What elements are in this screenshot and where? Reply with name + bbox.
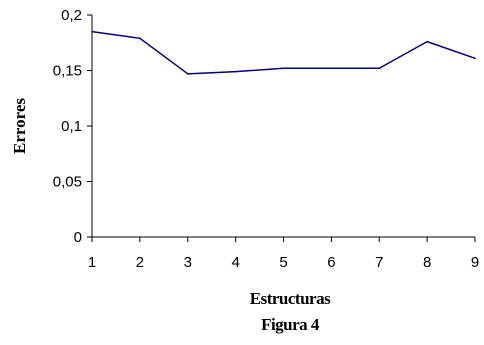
x-tick-label: 1: [88, 254, 96, 271]
data-point: [91, 30, 93, 33]
data-point: [474, 57, 476, 60]
x-tick-label: 8: [423, 254, 431, 271]
y-tick-label: 0,05: [53, 174, 82, 191]
data-point: [426, 40, 428, 43]
x-tick-label: 4: [231, 254, 239, 271]
y-tick-label: 0,1: [61, 118, 82, 135]
data-point: [234, 70, 237, 73]
x-tick-label: 5: [279, 254, 287, 271]
x-tick-label: 2: [136, 254, 144, 271]
data-point: [378, 67, 381, 70]
y-tick-label: 0: [74, 229, 82, 246]
y-tick-label: 0,15: [53, 63, 82, 80]
data-point: [282, 67, 285, 70]
data-series: [91, 30, 476, 75]
tick-labels: 0 0,05 0,1 0,15 0,2 1 2 3 4 5 6 7 8 9: [53, 7, 479, 271]
data-point: [139, 37, 141, 40]
data-point: [330, 67, 333, 70]
y-axis-label: Errores: [10, 98, 29, 154]
data-point: [186, 73, 189, 75]
figure-caption: Figura 4: [261, 315, 320, 334]
axes: [87, 14, 476, 242]
x-tick-label: 7: [375, 254, 383, 271]
x-tick-label: 9: [471, 254, 479, 271]
x-tick-label: 6: [327, 254, 335, 271]
x-axis-label: Estructuras: [250, 289, 331, 308]
x-tick-label: 3: [184, 254, 192, 271]
y-tick-label: 0,2: [61, 7, 82, 24]
